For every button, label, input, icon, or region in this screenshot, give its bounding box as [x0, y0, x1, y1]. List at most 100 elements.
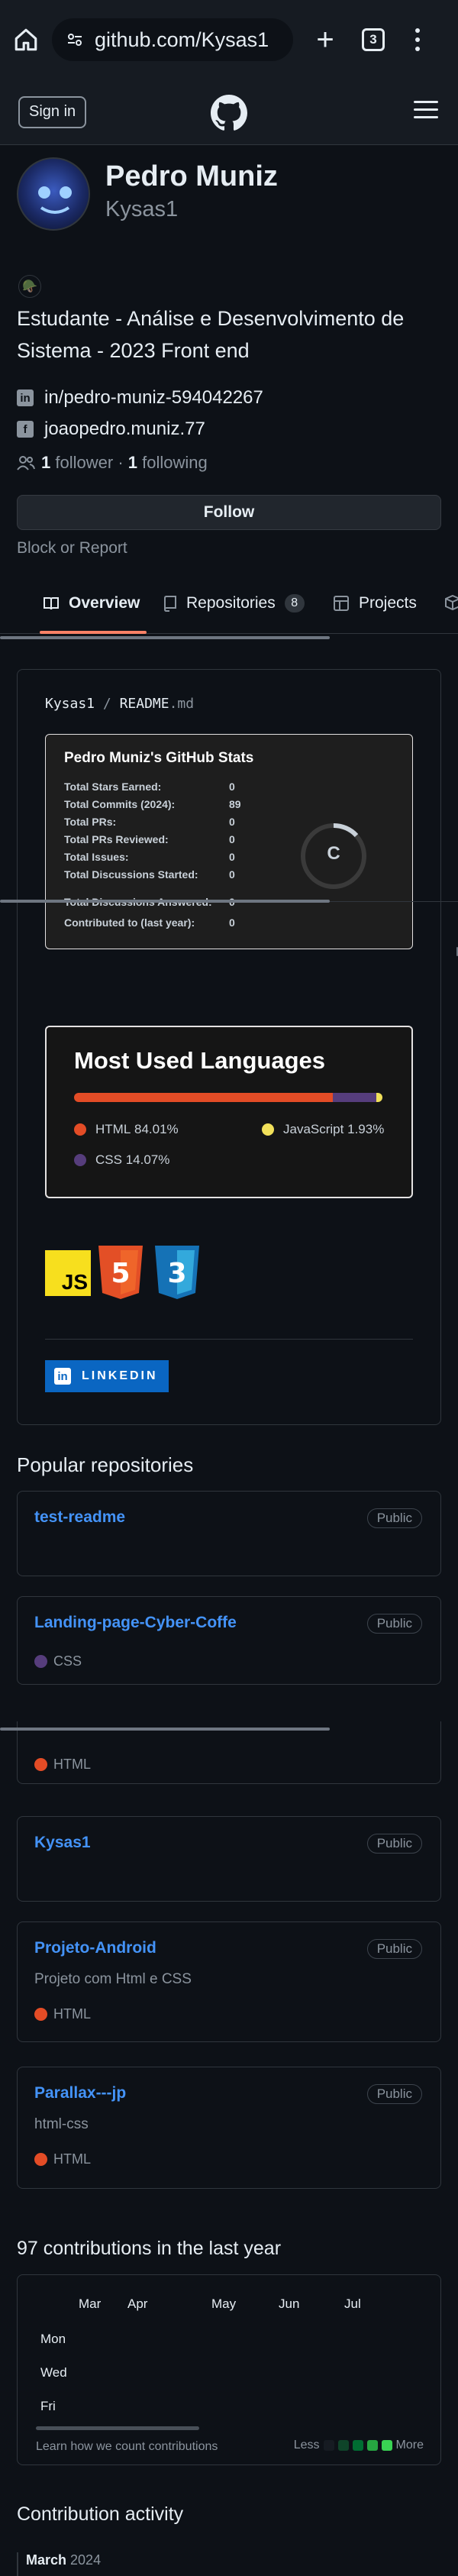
followers-label[interactable]: follower [55, 453, 114, 472]
rank-ring-icon [301, 823, 366, 889]
avatar[interactable] [17, 157, 90, 231]
tab-repositories[interactable]: Repositories 8 [163, 594, 305, 612]
following-count[interactable]: 1 [127, 453, 138, 472]
book-icon [44, 597, 59, 610]
active-tab-indicator [40, 631, 147, 634]
month-label: Apr [127, 2296, 148, 2311]
language-item-javascript: JavaScript 1.93% [262, 1122, 384, 1137]
popular-repos-title: Popular repositories [17, 1453, 194, 1476]
follow-button[interactable]: Follow [17, 495, 441, 530]
css-dot-icon [74, 1154, 86, 1166]
github-header: Sign in [0, 79, 458, 145]
stat-label: Total Discussions Started: [64, 868, 198, 881]
html-dot-icon [34, 1758, 47, 1771]
follow-separator: · [118, 453, 124, 472]
repo-name[interactable]: test-readme [34, 1508, 126, 1526]
visibility-badge: Public [366, 2084, 422, 2104]
profile-login: Kysas1 [105, 197, 179, 221]
repo-card: test-readme Public [17, 1491, 441, 1576]
weekday-label: Mon [40, 2332, 66, 2346]
tabs-scroll-indicator[interactable] [0, 636, 330, 639]
stat-value: 0 [229, 781, 235, 793]
following-label[interactable]: following [142, 453, 208, 472]
stat-value: 0 [229, 916, 235, 929]
url-text[interactable]: github.com/Kysas1 [95, 27, 269, 51]
browser-menu-icon[interactable] [414, 28, 421, 51]
repo-card: Kysas1 Public [17, 1816, 441, 1902]
facebook-icon: f [17, 421, 34, 438]
languages-card[interactable]: Most Used Languages HTML 84.01% JavaScri… [45, 1026, 413, 1198]
address-bar[interactable]: github.com/Kysas1 [52, 18, 293, 61]
site-settings-icon[interactable] [66, 31, 84, 49]
visibility-badge: Public [366, 1508, 422, 1528]
repo-card: HTML [17, 1721, 441, 1784]
package-icon[interactable] [444, 594, 458, 611]
stat-value: 0 [229, 868, 235, 881]
tab-projects-label[interactable]: Projects [359, 594, 417, 612]
languages-title: Most Used Languages [74, 1047, 325, 1074]
tab-projects[interactable]: Projects [333, 594, 417, 612]
contributions-title: 97 contributions in the last year [17, 2238, 282, 2259]
languages-bar [74, 1093, 382, 1102]
legend-square [323, 2440, 334, 2451]
contribution-calendar: Mar Apr May Jun Jul Mon Wed Fri Learn ho… [17, 2274, 441, 2465]
menu-icon[interactable] [414, 101, 438, 118]
repo-name[interactable]: Projeto-Android [34, 1939, 156, 1957]
profile-bio: Estudante - Análise e Desenvolvimento de… [17, 307, 405, 362]
css3-badge-icon: 3 [155, 1246, 199, 1299]
stat-value: 0 [229, 816, 235, 828]
linkedin-text[interactable]: in/pedro-muniz-594042267 [44, 387, 263, 408]
repo-language: HTML [34, 2006, 91, 2022]
tab-switcher-button[interactable]: 3 [362, 28, 385, 51]
learn-contributions-link[interactable]: Learn how we count contributions [36, 2440, 218, 2453]
repo-language-name: HTML [53, 2006, 91, 2022]
followers-count[interactable]: 1 [41, 453, 51, 472]
legend-square [381, 2440, 392, 2451]
home-icon[interactable] [11, 24, 41, 55]
readme-path-file: README [119, 696, 169, 712]
contribution-legend: Less More [294, 2439, 424, 2452]
javascript-dot-icon [262, 1123, 274, 1136]
new-tab-icon[interactable]: + [316, 22, 334, 57]
timeline-line [17, 2552, 18, 2576]
stat-label: Contributed to (last year): [64, 916, 195, 929]
language-name: JavaScript [283, 1122, 344, 1136]
stats-title: Pedro Muniz's GitHub Stats [64, 750, 254, 766]
tab-repositories-label[interactable]: Repositories [186, 594, 276, 612]
scroll-indicator [0, 900, 330, 903]
repo-name[interactable]: Kysas1 [34, 1834, 91, 1851]
status-emoji[interactable]: 🪖 [18, 275, 41, 298]
stat-label: Total Issues: [64, 851, 129, 863]
tab-overview[interactable]: Overview [43, 594, 140, 612]
calendar-scrollbar[interactable] [36, 2426, 199, 2430]
repo-card: Parallax---jp Public html-css HTML [17, 2067, 441, 2189]
tab-overview-label[interactable]: Overview [69, 594, 140, 612]
readme-path-user[interactable]: Kysas1 [45, 696, 95, 712]
repo-name[interactable]: Parallax---jp [34, 2084, 127, 2102]
repo-name[interactable]: Landing-page-Cyber-Coffe [34, 1614, 237, 1631]
html-dot-icon [74, 1123, 86, 1136]
language-percent: 14.07% [125, 1152, 170, 1167]
language-segment-javascript [376, 1093, 382, 1102]
facebook-text[interactable]: joaopedro.muniz.77 [44, 419, 205, 439]
project-icon [334, 596, 349, 611]
github-stats-card[interactable]: Pedro Muniz's GitHub Stats Total Stars E… [45, 734, 413, 949]
linkedin-icon: in [17, 389, 34, 406]
facebook-link[interactable]: f joaopedro.muniz.77 [17, 419, 205, 440]
github-logo-icon[interactable] [211, 95, 247, 131]
month-label: May [211, 2296, 237, 2311]
repo-description: Projeto com Html e CSS [34, 1971, 192, 1987]
sign-in-button[interactable]: Sign in [18, 95, 87, 128]
linkedin-badge[interactable]: in LINKEDIN [45, 1360, 169, 1392]
scroll-tick [456, 947, 458, 956]
weekday-label: Wed [40, 2365, 67, 2380]
month-label: Jul [344, 2296, 361, 2311]
linkedin-link[interactable]: in in/pedro-muniz-594042267 [17, 387, 263, 409]
css3-badge-label: 3 [167, 1258, 186, 1289]
package-icon-svg [445, 594, 458, 611]
language-segment-html [74, 1093, 334, 1102]
repo-language: HTML [34, 2151, 91, 2167]
block-report-link[interactable]: Block or Report [17, 539, 127, 557]
readme-path-sep: / [102, 696, 111, 712]
html-dot-icon [34, 2008, 47, 2021]
